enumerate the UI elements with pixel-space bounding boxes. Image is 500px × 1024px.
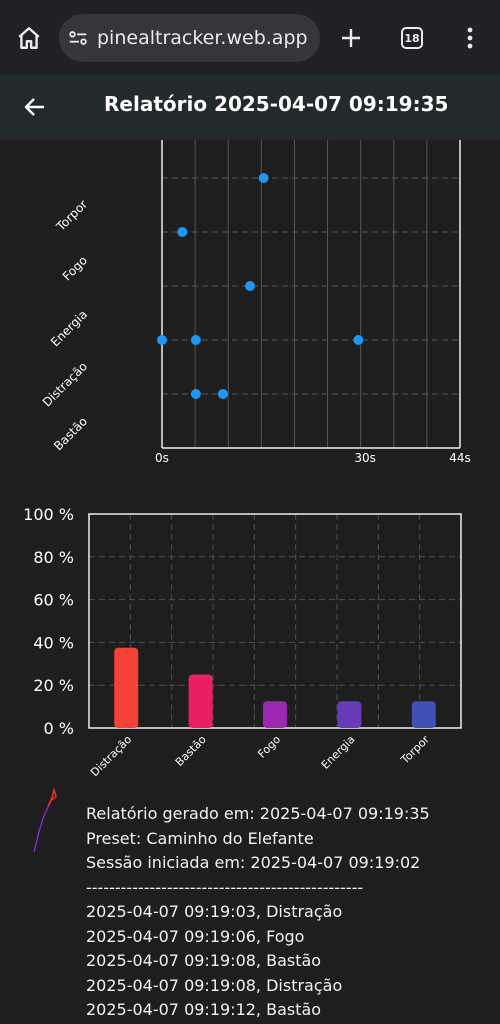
- tabs-icon[interactable]: 18: [401, 27, 423, 49]
- url-text[interactable]: pinealtracker.web.app: [97, 27, 308, 49]
- bar: [337, 701, 362, 728]
- plus-icon[interactable]: [336, 23, 366, 53]
- plot-frame: [88, 513, 462, 729]
- event-line: 2025-04-07 09:19:08, Bastão: [86, 951, 322, 970]
- x-tick-label: Distração: [88, 733, 134, 779]
- event-line: 2025-04-07 09:19:12, Bastão: [86, 1000, 322, 1019]
- bar-chart: 0 % 20 % 40 % 60 % 80 % 100 % Distração Bastão F…: [0, 500, 500, 790]
- y-tick-label: 100 %: [23, 505, 74, 524]
- scatter-point: [217, 389, 228, 399]
- scatter-point: [177, 227, 188, 237]
- y-tick-label: Fogo: [60, 253, 90, 283]
- y-tick-label: Bastão: [51, 414, 90, 453]
- x-tick-label: Torpor: [398, 733, 433, 768]
- y-tick-label: 80 %: [33, 548, 74, 567]
- browser-toolbar: pinealtracker.web.app 18: [0, 0, 500, 74]
- site-settings-icon[interactable]: [67, 27, 89, 49]
- page-title: Relatório 2025-04-07 09:19:35: [104, 92, 449, 116]
- x-tick-label: 0s: [155, 451, 169, 465]
- bar: [411, 701, 436, 728]
- report-preset: Preset: Caminho do Elefante: [86, 828, 314, 848]
- home-icon[interactable]: [14, 23, 44, 53]
- y-tick-label: 60 %: [33, 591, 74, 610]
- y-tick-label: 0 %: [44, 719, 74, 738]
- x-tick-label: 30s: [354, 451, 376, 465]
- y-tick-label: Torpor: [53, 197, 90, 234]
- report-generated: Relatório gerado em: 2025-04-07 09:19:35: [86, 804, 430, 823]
- address-bar[interactable]: pinealtracker.web.app: [59, 14, 320, 62]
- arrow-left-icon[interactable]: [20, 92, 50, 122]
- y-tick-label: Distração: [40, 359, 90, 409]
- y-tick-label: 40 %: [33, 633, 74, 652]
- more-vert-icon[interactable]: [456, 23, 484, 53]
- x-tick-label: Fogo: [255, 733, 283, 761]
- x-tick-label: Bastão: [173, 733, 209, 769]
- bar: [263, 701, 287, 728]
- scatter-point: [190, 335, 201, 345]
- scatter-point: [353, 335, 364, 345]
- y-tick-label: 20 %: [33, 676, 74, 695]
- scatter-point: [245, 281, 256, 291]
- bar: [114, 647, 139, 728]
- scatter-point: [157, 335, 167, 345]
- event-line: 2025-04-07 09:19:03, Distração: [86, 902, 343, 921]
- scatter-point: [190, 389, 201, 399]
- bar-chart-svg: 0 % 20 % 40 % 60 % 80 % 100 % Distração Bastão F…: [23, 505, 462, 779]
- y-tick-label: Energia: [48, 307, 90, 349]
- signature-sketch-icon: [30, 786, 60, 856]
- x-tick-label: 44s: [449, 451, 471, 465]
- report-session: Sessão iniciada em: 2025-04-07 09:19:02: [86, 853, 421, 872]
- event-line: 2025-04-07 09:19:06, Fogo: [86, 926, 305, 946]
- x-tick-label: Energia: [319, 733, 358, 772]
- event-line: 2025-04-07 09:19:08, Distração: [86, 975, 343, 995]
- app-bar: [0, 74, 500, 140]
- bar: [188, 674, 213, 728]
- report-log: Relatório gerado em: 2025-04-07 09:19:35…: [86, 802, 430, 1023]
- scatter-chart: Torpor Fogo Energia Distração Bastão 0s 30s 44s: [0, 140, 500, 480]
- scatter-point: [258, 173, 269, 183]
- report-separator: ----------------------------------------…: [86, 877, 364, 897]
- scatter-chart-svg: Torpor Fogo Energia Distração Bastão 0s 30s 44s: [40, 140, 471, 465]
